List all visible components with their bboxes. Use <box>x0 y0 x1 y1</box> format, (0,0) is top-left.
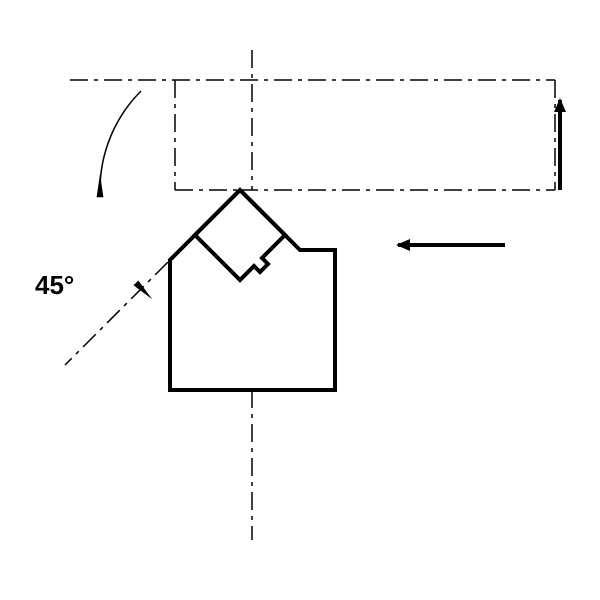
angle-arrows <box>97 174 153 299</box>
tool-body <box>170 190 335 390</box>
technical-diagram <box>0 0 600 600</box>
workpiece-outline <box>70 80 555 190</box>
cutting-insert <box>195 190 285 280</box>
centerlines <box>65 50 252 540</box>
angle-arc <box>100 91 141 190</box>
angle-label: 45° <box>35 270 74 301</box>
